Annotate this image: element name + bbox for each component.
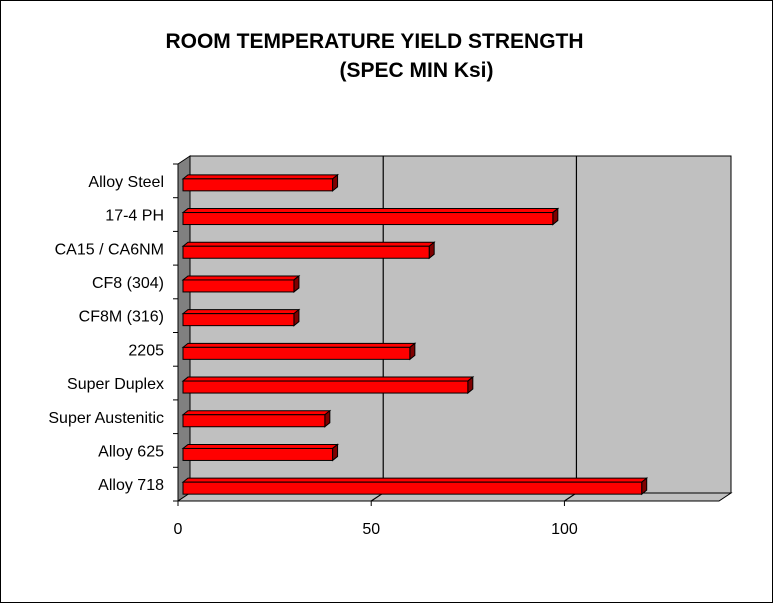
bar-top-face (181, 241, 436, 247)
bar-top-face (181, 208, 560, 214)
y-tick-label: CF8 (304) (92, 275, 164, 292)
bar (181, 409, 332, 428)
bar-top-face (181, 309, 301, 315)
bar-front-face (182, 279, 295, 293)
bar-top-face (181, 477, 649, 483)
bar (181, 241, 436, 260)
bar-front-face (182, 414, 326, 428)
y-tick-label: Super Duplex (67, 376, 164, 393)
chart-title: ROOM TEMPERATURE YIELD STRENGTH (165, 30, 584, 53)
bar-front-face (182, 346, 411, 360)
y-tick-label: 17-4 PH (105, 208, 164, 225)
bar (181, 443, 339, 462)
bar (181, 207, 560, 226)
x-tick-label: 50 (362, 521, 380, 538)
bar-front-face (182, 481, 643, 495)
y-tick-label: 2205 (128, 342, 164, 359)
x-tick-label: 0 (174, 521, 183, 538)
bar-front-face (182, 245, 430, 259)
bar-top-face (181, 376, 475, 382)
bar (181, 308, 301, 327)
bar-front-face (182, 178, 334, 192)
y-tick-label: Alloy 625 (98, 443, 164, 460)
y-tick-label: CF8M (316) (79, 309, 164, 326)
bar-top-face (181, 275, 301, 281)
bar-top-face (181, 342, 417, 348)
x-tick-label: 100 (551, 521, 578, 538)
chart-title-block: ROOM TEMPERATURE YIELD STRENGTH (SPEC MI… (1, 27, 772, 85)
y-tick-label: Alloy 718 (98, 477, 164, 494)
y-tick-label: CA15 / CA6NM (55, 241, 164, 258)
bar-front-face (182, 313, 295, 327)
bar (181, 342, 417, 361)
bar-front-face (182, 447, 334, 461)
bar-top-face (181, 443, 339, 449)
y-tick-label: Alloy Steel (88, 174, 164, 191)
y-tick-label: Super Austenitic (48, 410, 164, 427)
bar (181, 477, 649, 496)
bar-front-face (182, 212, 554, 226)
plot-floor (176, 492, 733, 502)
bar (181, 274, 301, 293)
bar (181, 376, 475, 395)
bar-top-face (181, 174, 339, 180)
bar (181, 173, 339, 192)
bar-top-face (181, 410, 332, 416)
bar-front-face (182, 380, 469, 394)
chart-subtitle: (SPEC MIN Ksi) (339, 59, 494, 82)
